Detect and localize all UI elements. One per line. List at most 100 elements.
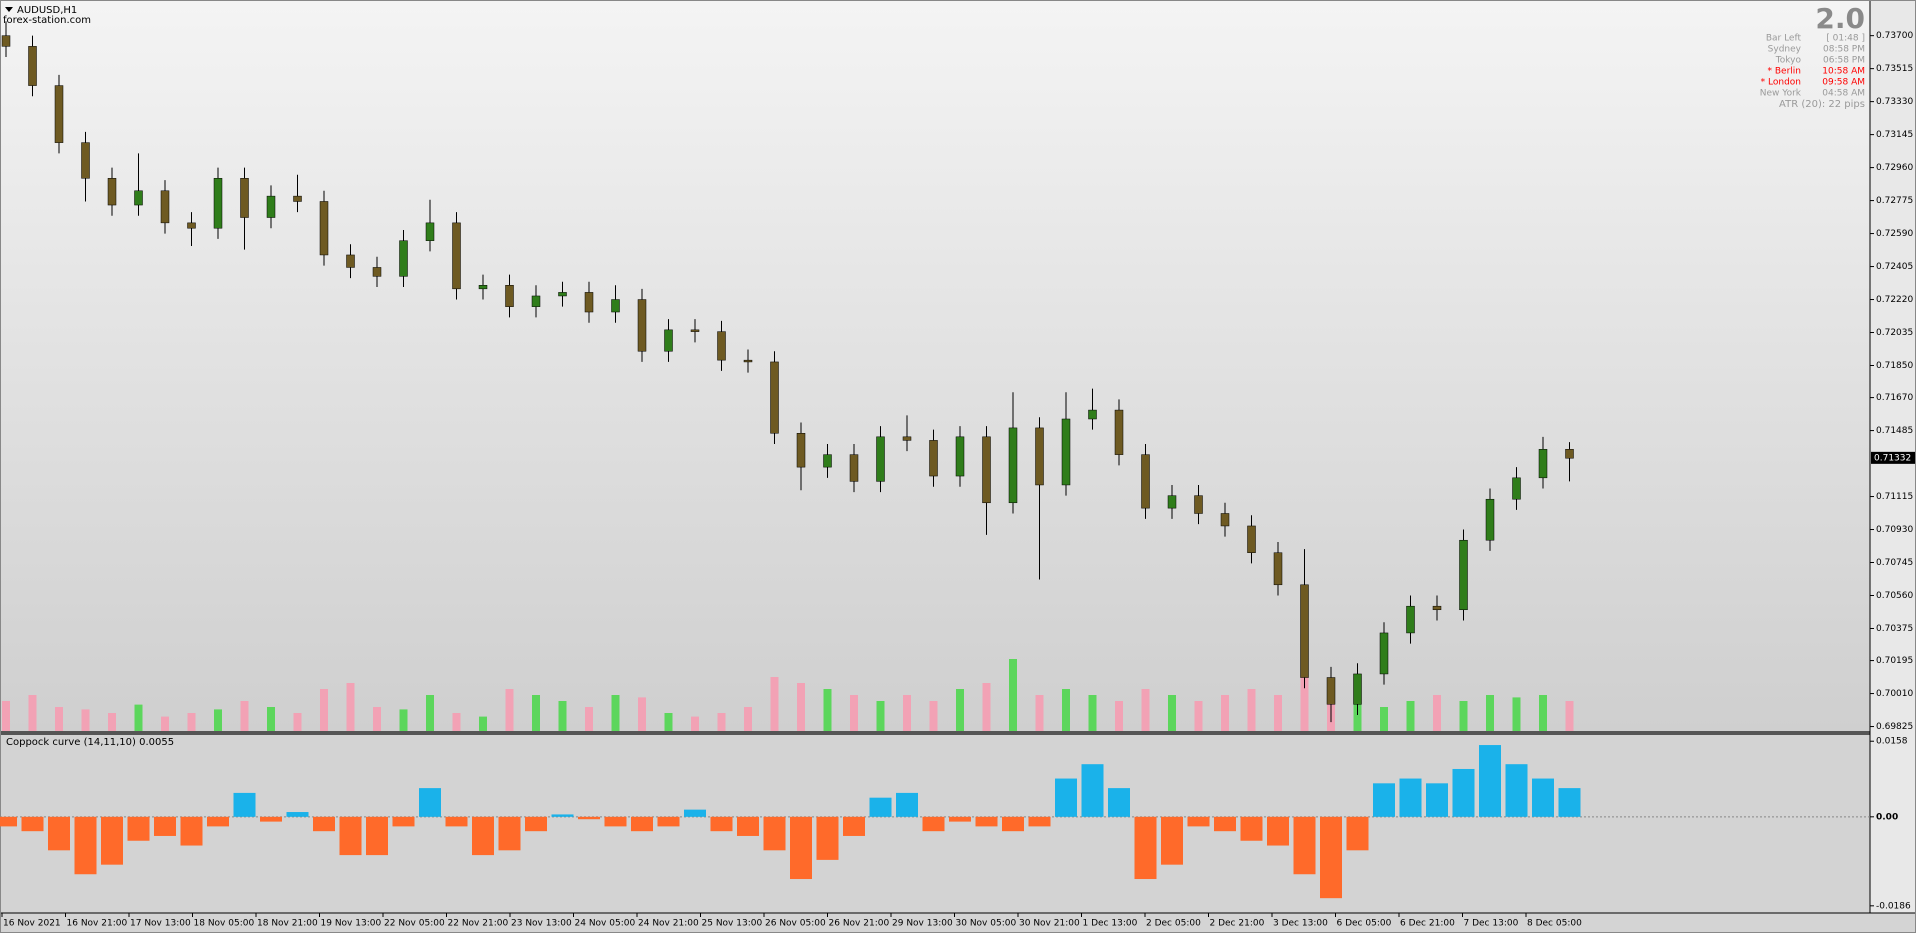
candle-body	[1088, 409, 1097, 420]
y-tick-label: 0.72590	[1876, 229, 1913, 239]
y-tick-label: 0.72405	[1876, 262, 1913, 272]
candle-body	[346, 254, 355, 268]
candle-body	[531, 295, 541, 307]
coppock-bar	[975, 816, 998, 827]
session-label: Sydney	[1768, 45, 1802, 55]
candle-body	[134, 190, 143, 206]
coppock-bar	[260, 816, 282, 822]
y-tick-label: 0.73330	[1876, 97, 1913, 107]
coppock-bar	[498, 816, 521, 851]
candle-body	[1485, 498, 1495, 541]
x-tick-label: 8 Dec 05:00	[1527, 919, 1582, 929]
x-tick-label: 26 Nov 05:00	[765, 919, 826, 929]
volume-bar	[1433, 695, 1441, 731]
x-tick-label: 30 Nov 21:00	[1019, 919, 1080, 929]
candle-body	[876, 436, 885, 482]
candle-body	[452, 222, 461, 290]
y-tick-label: 0.70375	[1876, 624, 1913, 634]
x-tick-label: 22 Nov 05:00	[384, 919, 445, 929]
volume-bar	[929, 701, 938, 731]
coppock-bar	[0, 816, 17, 827]
coppock-bar	[551, 814, 574, 817]
coppock-bar	[525, 816, 547, 832]
x-tick-label: 22 Nov 21:00	[448, 919, 509, 929]
session-time: 08:58 PM	[1823, 45, 1865, 55]
candle-body	[717, 331, 726, 361]
candle-body	[160, 190, 170, 224]
y-tick-label: 0.70010	[1876, 689, 1913, 699]
candle-body	[1114, 409, 1124, 455]
y-tick-label: 0.70195	[1876, 656, 1913, 666]
coppock-bar	[1214, 816, 1236, 832]
coppock-bar	[1558, 788, 1581, 817]
y-tick-label: 0.70560	[1876, 591, 1913, 601]
candle-body	[637, 299, 647, 352]
candle-body	[1379, 632, 1389, 675]
coppock-bar	[207, 816, 229, 827]
x-tick-label: 7 Dec 13:00	[1464, 919, 1519, 929]
coppock-bar	[445, 816, 468, 827]
x-tick-label: 24 Nov 21:00	[638, 919, 699, 929]
coppock-bar	[578, 816, 600, 820]
volume-bar	[1088, 695, 1097, 731]
coppock-bar	[1479, 745, 1501, 817]
y-tick-label: 0.71670	[1876, 393, 1913, 403]
y-tick-label: 0.73145	[1876, 130, 1913, 140]
volume-bar	[426, 695, 434, 731]
x-tick-label: 1 Dec 13:00	[1083, 919, 1138, 929]
y-tick-label: 0.71850	[1876, 361, 1913, 371]
coppock-bar	[631, 816, 653, 832]
candle-body	[611, 299, 620, 313]
candle-body	[558, 292, 567, 297]
volume-bar	[1115, 701, 1123, 731]
candle-body	[54, 85, 64, 143]
atr-label: ATR (20): 22 pips	[1779, 99, 1865, 110]
coppock-bar	[869, 797, 892, 817]
coppock-bar	[657, 816, 680, 827]
coppock-bar	[1187, 816, 1210, 827]
volume-bar	[1247, 689, 1256, 731]
coppock-bar	[233, 792, 256, 817]
volume-bar	[505, 689, 514, 731]
volume-bar	[320, 689, 328, 731]
candle-body	[1459, 539, 1468, 611]
candle-body	[1273, 552, 1283, 586]
version-label: 2.0	[1815, 2, 1865, 35]
candle-body	[1141, 454, 1150, 509]
candle-body	[955, 436, 965, 477]
current-price-box	[1871, 451, 1915, 464]
volume-bar	[1539, 695, 1547, 731]
panel-separator[interactable]	[0, 731, 1870, 735]
candle-body	[293, 195, 302, 202]
y-tick-label: 0.73515	[1876, 64, 1913, 74]
volume-bar	[717, 713, 726, 731]
candle-body	[1, 35, 11, 47]
coppock-bar	[154, 816, 176, 836]
volume-bar	[293, 713, 302, 731]
coppock-bar	[1108, 788, 1130, 817]
y-tick-label: 0.72220	[1876, 295, 1913, 305]
candle-body	[1194, 495, 1203, 514]
coppock-bar	[896, 792, 918, 817]
volume-bar	[823, 689, 832, 731]
dropdown-arrow[interactable]	[5, 7, 13, 12]
candle-body	[319, 201, 329, 256]
x-tick-label: 16 Nov 2021	[3, 919, 61, 929]
coppock-bar	[1452, 768, 1475, 817]
candle-body	[1406, 605, 1415, 634]
y-tick-label: 0.71115	[1876, 492, 1913, 502]
session-time: [ 01:48 ]	[1826, 34, 1865, 44]
coppock-bar	[392, 816, 415, 827]
coppock-bar	[472, 816, 494, 856]
x-tick-label: 3 Dec 13:00	[1273, 919, 1328, 929]
coppock-bar	[763, 816, 786, 851]
x-tick-label: 18 Nov 21:00	[257, 919, 318, 929]
coppock-bar	[1505, 764, 1528, 817]
coppock-bar	[180, 816, 203, 846]
volume-bar	[558, 701, 567, 731]
candle-body	[743, 359, 753, 363]
coppock-bar	[101, 816, 123, 865]
y-tick-label: 0.70745	[1876, 558, 1913, 568]
session-label: Tokyo	[1775, 56, 1802, 66]
